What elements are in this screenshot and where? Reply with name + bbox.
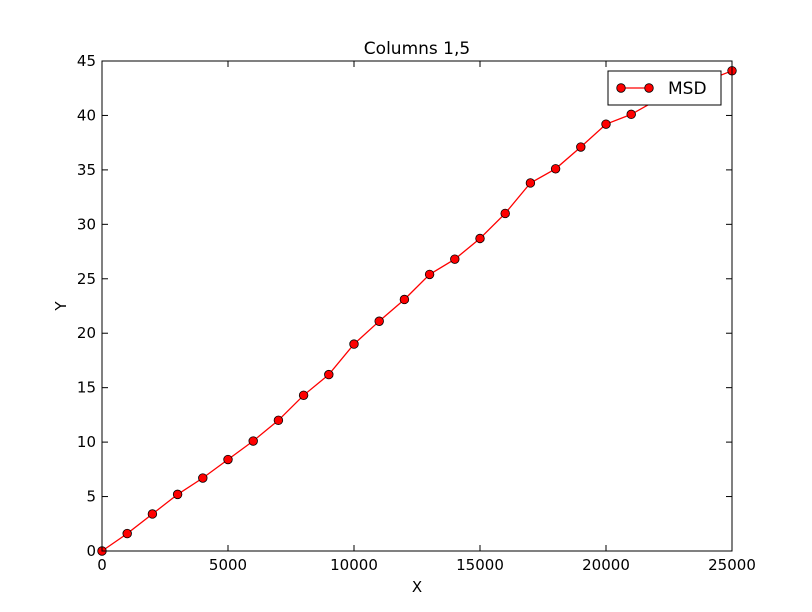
y-tick-label: 25 (77, 270, 96, 288)
data-point (475, 233, 485, 244)
data-point (374, 316, 384, 326)
y-tick-label: 10 (77, 433, 96, 451)
y-axis-label: Y (52, 301, 70, 312)
y-tick-label: 35 (77, 161, 96, 179)
data-point (248, 436, 258, 446)
legend: MSD (607, 70, 722, 106)
data-point (626, 109, 636, 120)
x-axis-label: X (412, 578, 422, 596)
x-tick-label: 10000 (330, 556, 378, 574)
data-point (223, 454, 233, 465)
data-point (500, 208, 510, 219)
data-point (424, 269, 435, 280)
data-point (122, 528, 132, 539)
y-tick-label: 45 (77, 52, 96, 70)
data-point (601, 119, 611, 129)
y-tick-label: 30 (77, 215, 96, 233)
data-point (198, 473, 208, 483)
data-point (550, 164, 561, 174)
data-point (399, 294, 410, 305)
data-point (273, 415, 284, 426)
y-tick-label: 20 (77, 324, 96, 342)
data-point (450, 254, 460, 264)
x-tick-label: 0 (97, 556, 107, 574)
x-tick-label: 15000 (456, 556, 504, 574)
y-tick-label: 5 (86, 488, 96, 506)
legend-marker (616, 83, 626, 93)
plot-area-frame (101, 60, 733, 552)
x-tick-label: 25000 (708, 556, 756, 574)
x-tick-label: 5000 (209, 556, 247, 574)
data-point (525, 178, 536, 188)
x-tick-label: 20000 (582, 556, 630, 574)
plot-series (97, 66, 737, 556)
chart-title: Columns 1,5 (364, 39, 470, 59)
data-point (349, 339, 359, 349)
legend-marker (644, 83, 654, 93)
axis-ticks: 0 5000 10000 15000 20000 25000 0 5 10 15 20 25 30 35 4… (77, 52, 756, 574)
data-point (172, 489, 183, 500)
data-point (147, 509, 158, 519)
data-point (324, 369, 334, 380)
y-tick-label: 15 (77, 379, 96, 397)
y-tick-label: 0 (86, 542, 96, 560)
y-tick-label: 40 (77, 106, 96, 124)
data-point (576, 142, 586, 152)
data-point (298, 390, 309, 400)
legend-label: MSD (668, 79, 707, 99)
